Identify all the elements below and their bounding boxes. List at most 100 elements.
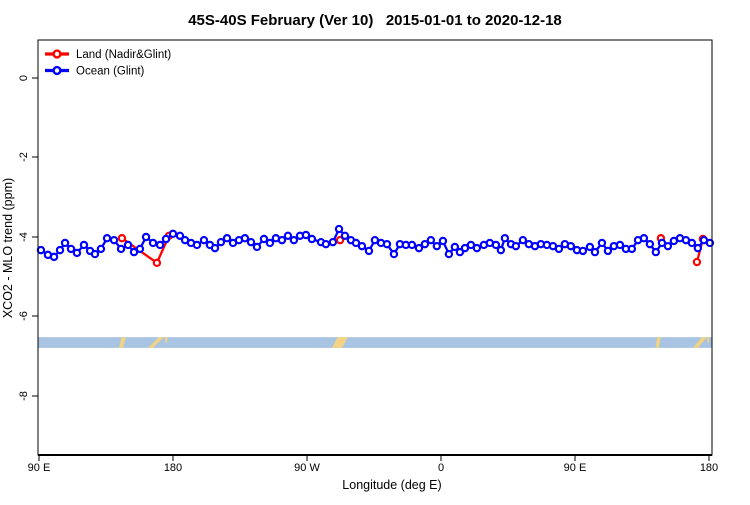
ocean-data-point xyxy=(657,238,667,248)
ocean-data-point xyxy=(496,245,506,255)
land-data-point xyxy=(335,235,345,245)
ocean-data-point xyxy=(301,230,311,240)
ocean-data-point xyxy=(414,243,424,253)
ocean-data-point xyxy=(645,239,655,249)
ocean-data-point xyxy=(340,231,350,241)
land-data-point xyxy=(692,257,702,267)
x-tick-label: 90 W xyxy=(294,462,320,474)
ocean-data-point xyxy=(491,240,501,250)
map-strip-ocean xyxy=(38,337,712,348)
y-axis-title: XCO2 - MLO trend (ppm) xyxy=(1,178,15,318)
ocean-data-point xyxy=(472,243,482,253)
map-strip-land xyxy=(692,337,707,348)
ocean-data-point xyxy=(351,238,361,248)
ocean-data-point xyxy=(79,240,89,250)
y-tick-label: 0 xyxy=(18,75,30,81)
ocean-data-point xyxy=(597,238,607,248)
ocean-data-point xyxy=(364,246,374,256)
ocean-data-point xyxy=(116,244,126,254)
legend-label-land: Land (Nadir&Glint) xyxy=(76,49,171,61)
ocean-data-point xyxy=(109,235,119,245)
ocean-data-point xyxy=(141,232,151,242)
legend-label-ocean: Ocean (Glint) xyxy=(76,66,145,78)
ocean-data-point xyxy=(603,246,613,256)
ocean-data-point xyxy=(500,233,510,243)
x-tick-label: 180 xyxy=(700,462,718,474)
ocean-data-point xyxy=(168,229,178,239)
land-legend-marker-icon xyxy=(52,49,62,59)
ocean-data-point xyxy=(554,244,564,254)
ocean-data-point xyxy=(389,249,399,259)
map-strip-land xyxy=(147,337,164,348)
ocean-data-point xyxy=(283,231,293,241)
chart-title: 45S-40S February (Ver 10) 2015-01-01 to … xyxy=(188,12,562,29)
ocean-data-point xyxy=(420,239,430,249)
ocean-data-point xyxy=(90,249,100,259)
ocean-data-point xyxy=(155,240,165,250)
ocean-data-point xyxy=(382,239,392,249)
ocean-data-point xyxy=(210,243,220,253)
ocean-data-point xyxy=(450,242,460,252)
map-strip-land xyxy=(707,337,709,343)
ocean-data-point xyxy=(222,233,232,243)
ocean-data-point xyxy=(511,241,521,251)
ocean-data-point xyxy=(426,235,436,245)
y-tick-label: -4 xyxy=(18,232,30,242)
ocean-data-point xyxy=(289,235,299,245)
ocean-data-point xyxy=(129,247,139,257)
ocean-data-point xyxy=(55,245,65,255)
ocean-data-point xyxy=(199,235,209,245)
ocean-data-point xyxy=(66,244,76,254)
x-tick-label: 90 E xyxy=(564,462,587,474)
ocean-data-point xyxy=(651,247,661,257)
ocean-data-point xyxy=(96,244,106,254)
ocean-data-point xyxy=(216,237,226,247)
ocean-data-point xyxy=(277,235,287,245)
ocean-data-point xyxy=(566,241,576,251)
ocean-data-point xyxy=(265,238,275,248)
ocean-data-point xyxy=(161,234,171,244)
ocean-data-point xyxy=(328,237,338,247)
x-tick-label: 0 xyxy=(438,462,444,474)
ocean-data-point xyxy=(307,234,317,244)
map-strip-land xyxy=(655,337,661,348)
y-tick-label: -2 xyxy=(18,152,30,162)
ocean-data-point xyxy=(240,233,250,243)
x-tick-labels: 90 E 180 90 W 0 90 E 180 xyxy=(28,462,719,474)
ocean-data-point xyxy=(663,241,673,251)
ocean-data-point xyxy=(334,224,344,234)
ocean-data-point xyxy=(252,242,262,252)
ocean-data-point xyxy=(259,234,269,244)
map-strip-land xyxy=(164,337,168,343)
ocean-data-point xyxy=(102,233,112,243)
plot-frame xyxy=(32,39,713,461)
map-strip-land xyxy=(118,337,126,348)
ocean-data-point xyxy=(36,245,46,255)
legend-item-land: Land (Nadir&Glint) xyxy=(45,49,171,61)
ocean-data-point xyxy=(578,246,588,256)
y-tick-label: -8 xyxy=(18,391,30,401)
ocean-data-point xyxy=(321,239,331,249)
land-data-point xyxy=(152,258,162,268)
ocean-data-point xyxy=(175,231,185,241)
y-tick-label: -6 xyxy=(18,311,30,321)
ocean-data-point xyxy=(135,244,145,254)
ocean-data-point xyxy=(123,240,133,250)
ocean-data-point xyxy=(455,247,465,257)
y-tick-labels: 0 -2 -4 -6 -8 xyxy=(18,75,30,401)
ocean-data-point xyxy=(192,240,202,250)
ocean-data-point xyxy=(60,238,70,248)
land-data-point xyxy=(117,233,127,243)
x-tick-label: 90 E xyxy=(28,462,51,474)
ocean-data-point xyxy=(466,240,476,250)
ocean-data-point xyxy=(590,247,600,257)
ocean-data-point xyxy=(693,243,703,253)
ocean-data-point xyxy=(72,248,82,258)
ocean-data-point xyxy=(615,240,625,250)
ocean-data-point xyxy=(407,240,417,250)
legend-item-ocean: Ocean (Glint) xyxy=(45,66,145,78)
map-strip xyxy=(38,337,712,348)
ocean-data-point xyxy=(639,233,649,243)
